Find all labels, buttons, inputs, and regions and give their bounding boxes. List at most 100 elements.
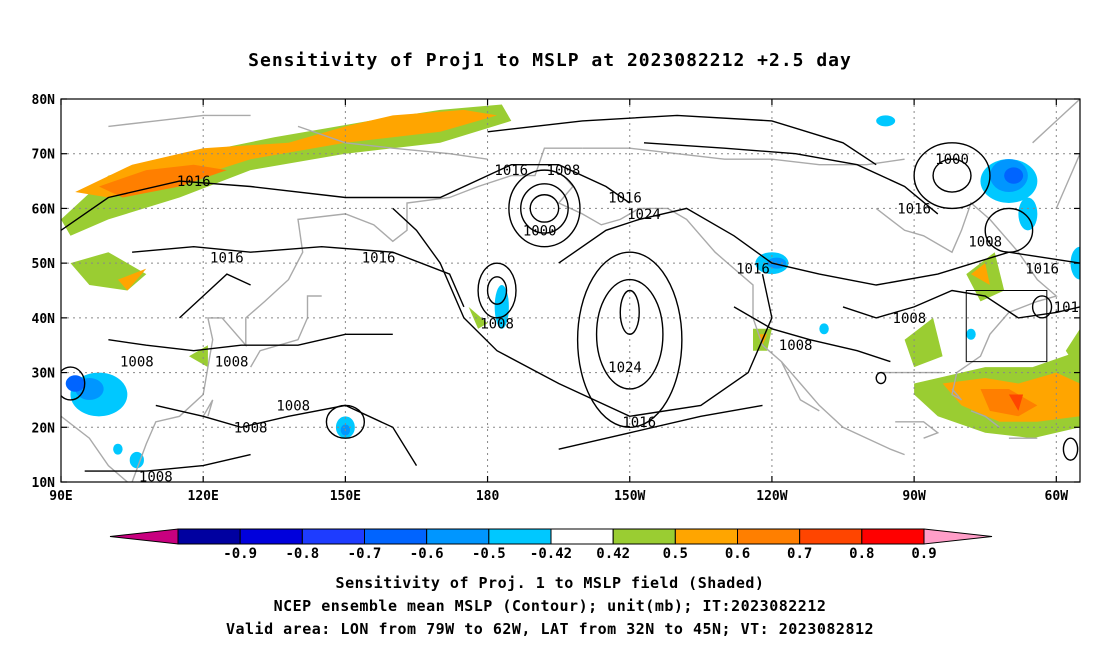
valid-area-rect [965,290,1048,363]
isobar-6 [108,333,393,352]
isobar-9 [842,289,1080,319]
y-tick-label: 60N [32,202,56,217]
isobar-ring-9 [913,142,991,210]
contour-label: 1008 [120,355,154,371]
y-tick-label: 80N [32,93,56,108]
colorbar-label: 0.9 [911,546,936,562]
contour-label: 1016 [362,251,396,267]
isobar-ring-10 [984,207,1034,253]
contour-label: 1008 [893,311,927,327]
shade-region-15 [1065,328,1080,373]
isobar-ring-2 [508,169,581,248]
colorbar-label: 0.6 [725,546,750,562]
isobar-ring-6 [595,278,664,390]
footer-line-2: NCEP ensemble mean MSLP (Contour); unit(… [273,597,827,615]
colorbar-high-triangle [923,528,993,545]
isobar-7 [155,404,418,466]
isobar-1 [132,245,465,308]
shade-region-7 [971,263,990,285]
colorbar: -0.9 -0.8 -0.7 -0.6 -0.5 -0.42 0.42 0.5 0.6 0.7 0.… [109,528,993,562]
y-tick-label: 20N [32,421,56,436]
contour-label: 1024 [627,207,661,223]
isobar-ring-8 [932,158,972,193]
isobar-ring-1 [520,183,569,234]
isobar-ring-15 [875,371,887,385]
shade-blue-16 [129,451,144,469]
contour-label: 1016 [736,262,770,278]
y-tick-label: 70N [32,148,56,163]
isobar-10 [733,306,891,363]
colorbar-label: -0.6 [410,546,444,562]
x-tick-label: 180 [476,489,500,504]
contour-label: 1016 [177,174,211,190]
isobar-ring-0 [529,194,560,223]
isobar-ring-11 [1031,295,1053,319]
colorbar-box [488,528,552,545]
shade-blue-17 [113,443,123,455]
contour-label: 1008 [276,398,310,414]
contour-label: 1008 [547,163,581,179]
contour-label: 1008 [234,420,268,436]
colorbar-box [426,528,490,545]
x-tick-label: 90W [902,489,926,504]
colorbar-box [177,528,241,545]
y-tick-label: 10N [32,476,56,491]
coastline-0 [61,415,128,482]
shade-region-16 [468,306,488,329]
coastline-10 [895,421,940,439]
colorbar-label: -0.8 [285,546,319,562]
coastline-11 [970,410,1000,428]
shade-region-5 [904,317,943,368]
contour-label: 1008 [139,470,173,486]
shade-blue-2 [65,375,85,392]
shade-blue-10 [1004,167,1024,184]
isobar-ring-7 [576,251,683,428]
shade-region-2 [98,164,227,198]
coastline-5 [557,175,905,456]
colorbar-label: -0.5 [472,546,506,562]
coastline-13 [1032,99,1080,144]
contour-label: 1008 [480,316,514,332]
colorbar-box [612,528,676,545]
isobar-8 [84,453,251,472]
coastline-14 [1055,153,1080,209]
shade-region-12 [189,345,208,368]
colorbar-label: -0.7 [348,546,382,562]
shade-blue-15 [819,323,829,335]
mslp-contours [61,114,1080,472]
shade-region-4 [117,268,147,291]
shade-blue-14 [966,328,976,340]
isobar-ring-13 [61,366,86,401]
y-tick-label: 50N [32,257,56,272]
colorbar-label: 0.8 [849,546,874,562]
contour-label: 1000 [523,223,557,239]
page-title: Sensitivity of Proj1 to MSLP at 20230822… [248,50,852,71]
plot-frame [60,98,1081,483]
colorbar-box [799,528,863,545]
contour-label: 1016 [608,190,642,206]
axes: 90E 120E 150E 180 150W 120W 90W 60W 10N 20N 30N 40N… [32,93,1080,504]
colorbar-box [550,528,614,545]
colorbar-box [364,528,428,545]
contour-label: 1000 [935,152,969,168]
x-tick-label: 60W [1045,489,1069,504]
y-tick-label: 40N [32,312,56,327]
colorbar-label: -0.42 [530,546,572,562]
colorbar-low-triangle [109,528,179,545]
x-tick-label: 150W [614,489,645,504]
colorbar-label: 0.42 [596,546,630,562]
coastline-1 [131,147,583,482]
isobar-0 [61,163,631,231]
shade-region-10 [980,389,1038,417]
coastline-7 [582,147,905,166]
isobar-3 [487,114,877,166]
colorbar-box [861,528,925,545]
y-tick-label: 30N [32,367,56,382]
x-tick-label: 150E [330,489,361,504]
contour-label: 1008 [215,355,249,371]
isobar-5 [558,207,1080,286]
contour-label: 1008 [779,338,813,354]
contour-label: 1016 [210,251,244,267]
isobar-2 [392,207,773,418]
